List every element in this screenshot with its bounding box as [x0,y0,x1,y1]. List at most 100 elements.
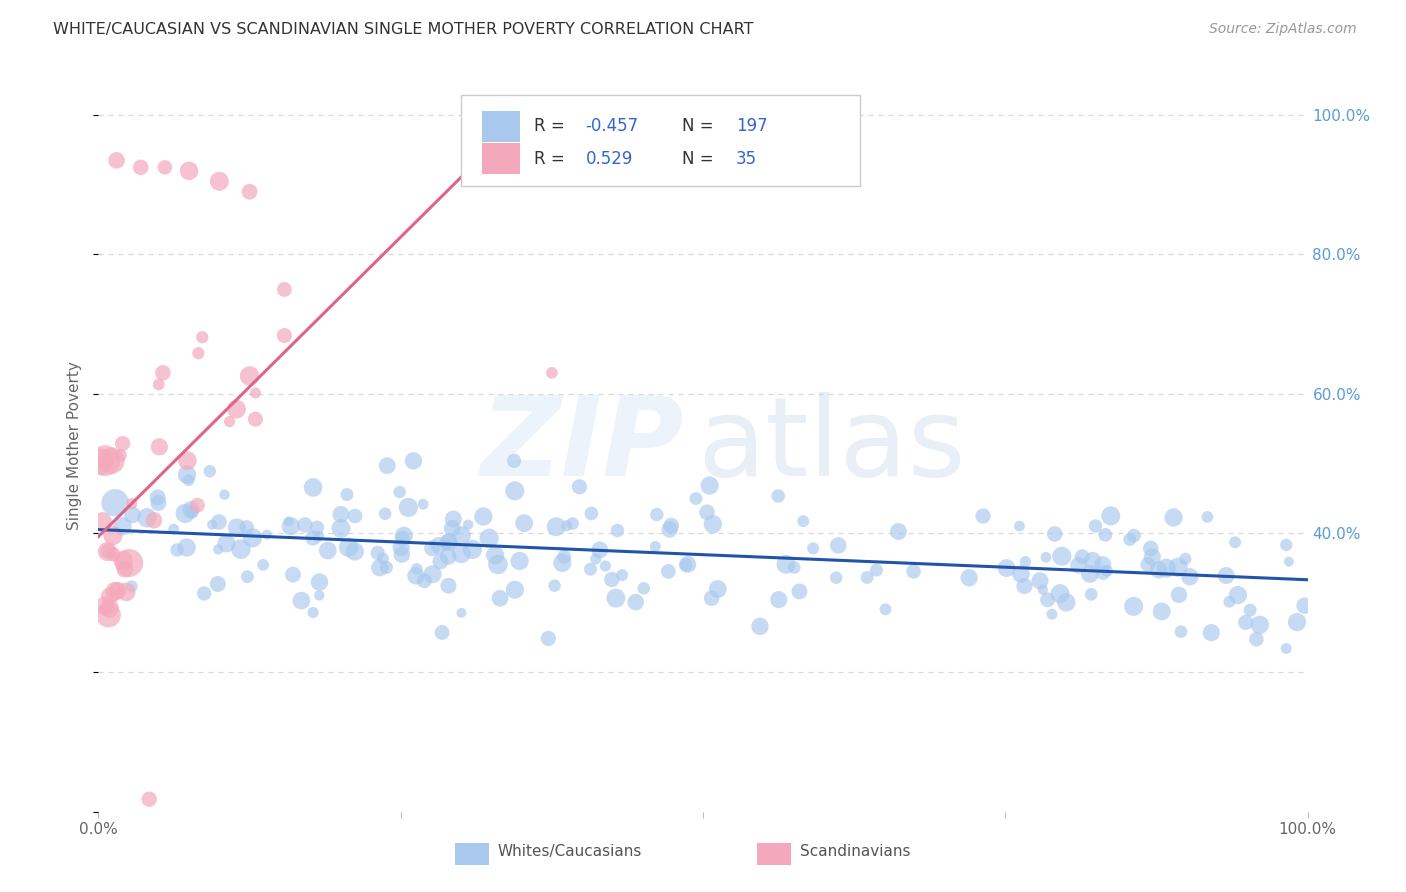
Point [633,582,655,596]
Point [97,607,120,622]
Point [277,515,299,529]
Point [1167,560,1189,574]
Point [450,528,472,542]
Point [235,520,257,534]
Point [290,593,312,607]
Point [375,458,398,473]
Point [699,478,721,492]
Point [957,571,980,585]
Point [441,512,464,526]
Point [94,453,117,467]
Point [1067,558,1090,573]
Point [657,565,679,579]
Point [148,377,170,392]
Point [1139,541,1161,556]
Point [437,549,460,564]
Point [555,518,578,533]
Point [191,330,214,344]
Point [343,508,366,523]
Point [624,595,647,609]
Point [503,454,526,468]
Point [457,517,479,532]
Point [242,531,264,545]
Point [308,529,330,543]
Text: ZIP: ZIP [481,392,685,500]
Point [405,562,427,576]
Point [97,544,120,558]
Point [146,491,169,505]
Point [749,619,772,633]
Point [658,523,681,537]
Point [193,586,215,600]
Point [644,540,666,554]
Point [825,571,848,585]
Point [225,402,247,417]
Point [972,508,994,523]
Point [1246,632,1268,647]
Point [281,567,304,582]
Point [329,508,352,522]
Point [775,558,797,572]
Point [152,366,174,380]
Point [1095,564,1118,578]
Point [374,507,396,521]
Point [685,491,707,506]
Point [391,548,413,562]
FancyBboxPatch shape [461,95,860,186]
Point [302,606,325,620]
Point [783,560,806,574]
Point [887,524,910,539]
Point [1239,603,1261,617]
Point [305,521,328,535]
Point [273,328,295,343]
Point [789,584,811,599]
Point [1014,555,1036,569]
Point [484,548,506,562]
Point [114,562,136,576]
Point [801,541,824,556]
Point [1081,553,1104,567]
Text: N =: N = [682,150,720,168]
Point [187,346,209,360]
Point [371,551,394,566]
Point [437,534,460,549]
Point [177,473,200,487]
Point [856,570,879,584]
Point [768,592,790,607]
Point [1036,592,1059,607]
Point [1078,566,1101,581]
Point [115,585,138,599]
Text: atlas: atlas [697,392,966,500]
Point [308,575,330,590]
Point [1054,595,1077,609]
Point [792,514,814,528]
Point [1278,555,1301,569]
Point [903,565,925,579]
Point [1040,607,1063,622]
Point [336,487,359,501]
Point [121,508,143,522]
Point [256,527,278,541]
Point [215,536,238,550]
Point [308,588,330,602]
Point [605,591,627,606]
Point [551,556,574,570]
Point [610,568,633,582]
Point [103,547,125,561]
Point [121,579,143,593]
Point [273,283,295,297]
Point [1285,615,1308,629]
Point [405,569,427,583]
Point [700,591,723,606]
Point [201,517,224,532]
Point [96,544,118,558]
Point [402,454,425,468]
Point [513,516,536,530]
Point [98,589,121,603]
Point [1147,563,1170,577]
Point [561,516,583,531]
Point [509,554,531,568]
Point [1178,570,1201,584]
Point [180,505,202,519]
Point [606,524,628,538]
